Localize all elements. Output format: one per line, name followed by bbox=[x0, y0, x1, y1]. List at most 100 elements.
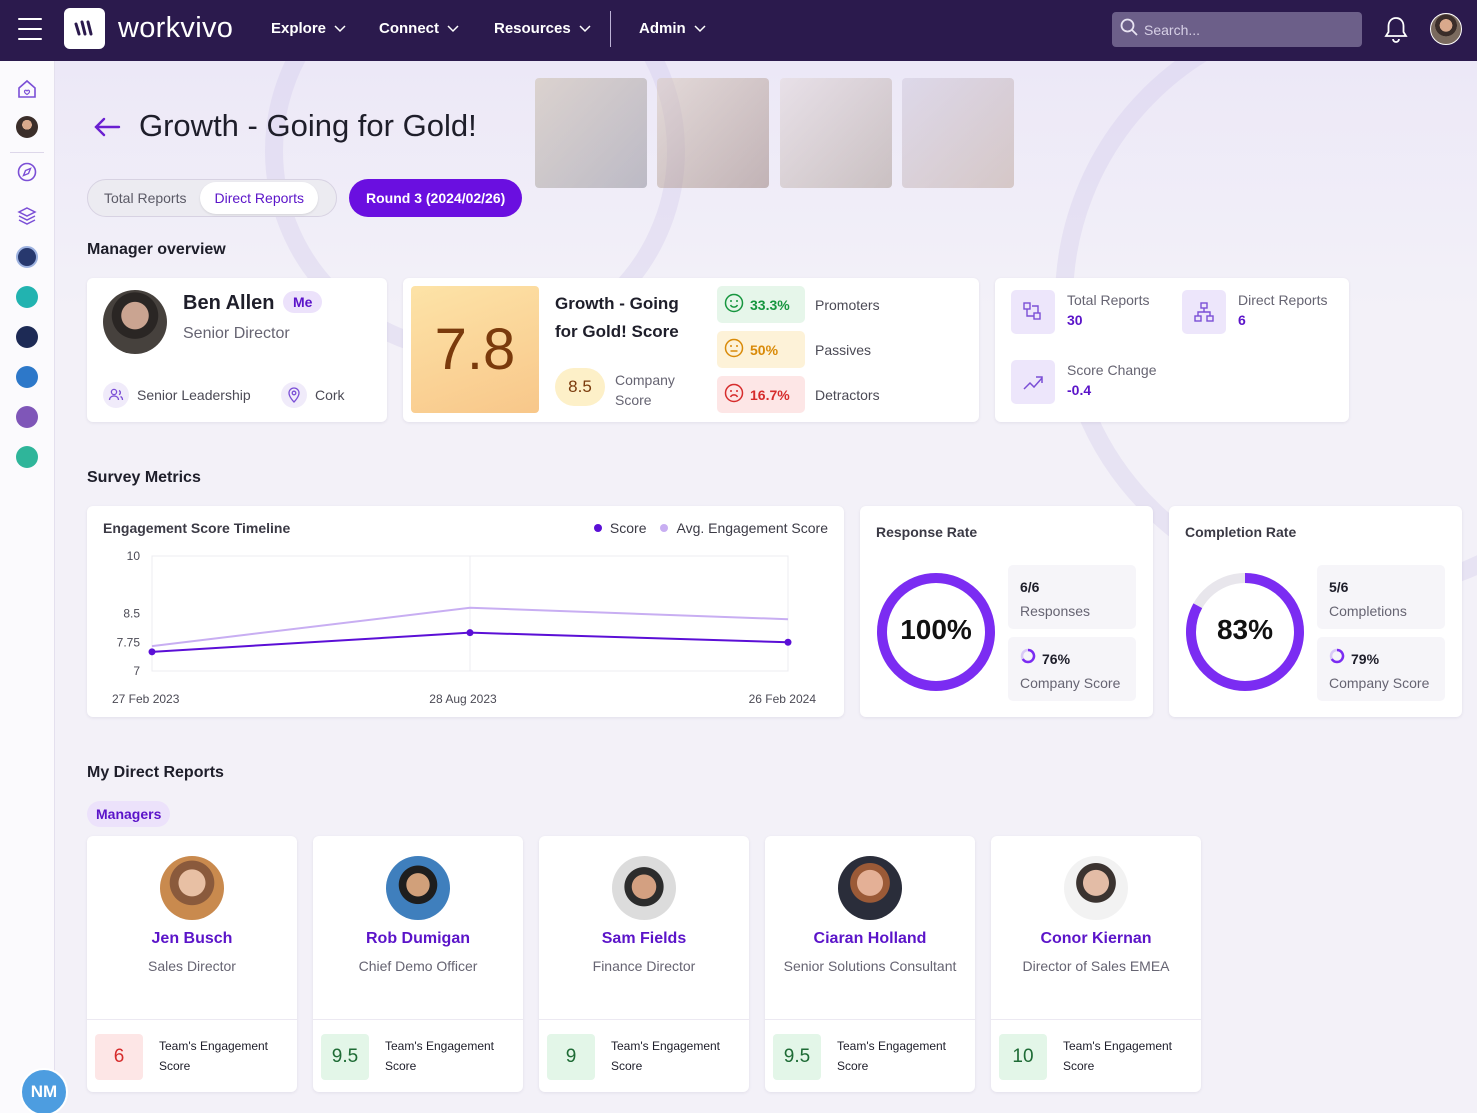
header-photo bbox=[535, 78, 647, 188]
menu-icon[interactable] bbox=[18, 18, 42, 40]
legend-avg-score[interactable]: Avg. Engagement Score bbox=[660, 520, 828, 536]
sad-face-icon bbox=[724, 383, 744, 406]
score-point bbox=[466, 629, 474, 637]
report-name[interactable]: Conor Kiernan bbox=[1040, 930, 1152, 947]
space-icon[interactable] bbox=[15, 445, 39, 469]
compass-icon[interactable] bbox=[15, 160, 39, 184]
space-icon[interactable] bbox=[15, 325, 39, 349]
trend-up-icon bbox=[1011, 360, 1055, 404]
user-initials-avatar[interactable]: NM bbox=[20, 1068, 68, 1113]
nav-connect[interactable]: Connect bbox=[379, 20, 459, 37]
header-photo bbox=[657, 78, 769, 188]
stat-label: Total Reports bbox=[1067, 292, 1150, 308]
team-score-label: Team's Engagement Score bbox=[159, 1039, 269, 1073]
report-card[interactable]: Sam Fields Finance Director 9 Team's Eng… bbox=[539, 836, 749, 1092]
avatar bbox=[160, 856, 224, 920]
tab-direct-reports[interactable]: Direct Reports bbox=[200, 182, 318, 214]
profile-avatar[interactable] bbox=[15, 115, 39, 139]
chevron-down-icon bbox=[334, 20, 346, 37]
header-photo bbox=[902, 78, 1014, 188]
company-score-label: Company Score bbox=[1329, 675, 1430, 691]
sidebar-divider bbox=[10, 152, 44, 153]
manager-title: Senior Director bbox=[183, 325, 290, 342]
team-score: 9.5 bbox=[321, 1034, 369, 1080]
x-tick-label: 26 Feb 2024 bbox=[749, 692, 817, 706]
tab-total-reports[interactable]: Total Reports bbox=[104, 190, 187, 206]
company-completion: 79% bbox=[1351, 651, 1380, 667]
x-tick-label: 27 Feb 2023 bbox=[112, 692, 180, 706]
space-icon[interactable] bbox=[15, 285, 39, 309]
space-icon[interactable] bbox=[15, 365, 39, 389]
bell-icon[interactable] bbox=[1383, 15, 1409, 48]
me-badge: Me bbox=[283, 291, 323, 313]
passives-row: 50% Passives bbox=[717, 331, 871, 368]
legend-score[interactable]: Score bbox=[593, 520, 646, 536]
report-name[interactable]: Ciaran Holland bbox=[813, 930, 927, 947]
score-point bbox=[148, 648, 156, 656]
company-score-label: Company Score bbox=[615, 372, 675, 408]
stat-label: Score Change bbox=[1067, 362, 1157, 378]
round-selector-button[interactable]: Round 3 (2024/02/26) bbox=[349, 179, 523, 217]
brand-name[interactable]: workvivo bbox=[118, 12, 234, 44]
responses-label: Responses bbox=[1020, 603, 1091, 619]
users-icon bbox=[103, 382, 129, 408]
report-name[interactable]: Sam Fields bbox=[601, 930, 687, 947]
passives-pill: 50% bbox=[717, 331, 805, 368]
completion-percent: 83% bbox=[1216, 614, 1274, 645]
space-icon[interactable] bbox=[15, 245, 39, 269]
report-name[interactable]: Rob Dumigan bbox=[366, 930, 470, 947]
report-card[interactable]: Conor Kiernan Director of Sales EMEA 10 … bbox=[991, 836, 1201, 1092]
org-chart-icon bbox=[1011, 290, 1055, 334]
team-score-label: Team's Engagement Score bbox=[611, 1039, 721, 1073]
report-stats-card: Total Reports 30 Direct Reports 6 Score Ch… bbox=[995, 278, 1349, 422]
layers-icon[interactable] bbox=[15, 204, 39, 228]
team-score: 10 bbox=[999, 1034, 1047, 1080]
completion-rate-card: Completion Rate 83% 5/6 Completions 79% … bbox=[1169, 506, 1462, 717]
team-score: 6 bbox=[95, 1034, 143, 1080]
back-arrow-icon[interactable] bbox=[93, 113, 121, 143]
completion-company-box: 79% Company Score bbox=[1317, 637, 1445, 701]
home-icon[interactable] bbox=[15, 77, 39, 101]
search-input[interactable] bbox=[1144, 21, 1344, 38]
promoters-label: Promoters bbox=[815, 296, 880, 313]
report-footer: 6 Team's Engagement Score bbox=[87, 1019, 297, 1092]
report-role: Sales Director bbox=[148, 958, 236, 974]
nav-resources[interactable]: Resources bbox=[494, 20, 591, 37]
managers-filter-chip[interactable]: Managers bbox=[87, 801, 171, 827]
report-card[interactable]: Rob Dumigan Chief Demo Officer 9.5 Team'… bbox=[313, 836, 523, 1092]
completion-ring bbox=[1186, 573, 1304, 691]
score-card: 7.8 Growth - Going for Gold! Score 8.5 C… bbox=[403, 278, 979, 422]
report-footer: 9 Team's Engagement Score bbox=[539, 1019, 749, 1092]
chevron-down-icon bbox=[447, 20, 459, 37]
nav-explore[interactable]: Explore bbox=[271, 20, 346, 37]
workvivo-logo-icon[interactable] bbox=[64, 8, 105, 49]
y-tick-label: 7.75 bbox=[117, 635, 141, 649]
team-score: 9 bbox=[547, 1034, 595, 1080]
location-pin-icon bbox=[281, 382, 307, 408]
completions-label: Completions bbox=[1329, 603, 1407, 619]
report-footer: 9.5 Team's Engagement Score bbox=[765, 1019, 975, 1092]
ring-progress bbox=[877, 573, 995, 691]
chevron-down-icon bbox=[694, 20, 706, 37]
manager-card: Ben Allen Me Senior Director Senior Lead… bbox=[87, 278, 387, 422]
nav-divider bbox=[610, 11, 611, 47]
promoters-pill: 33.3% bbox=[717, 286, 805, 323]
nav-admin[interactable]: Admin bbox=[639, 20, 706, 37]
report-card[interactable]: Ciaran Holland Senior Solutions Consulta… bbox=[765, 836, 975, 1092]
x-tick-label: 28 Aug 2023 bbox=[429, 692, 497, 706]
report-card[interactable]: Jen Busch Sales Director 6 Team's Engage… bbox=[87, 836, 297, 1092]
report-scope-toggle: Total Reports Direct Reports bbox=[87, 179, 337, 217]
search-box[interactable] bbox=[1112, 12, 1362, 47]
responses-box: 6/6 Responses bbox=[1008, 565, 1136, 629]
space-icon[interactable] bbox=[15, 405, 39, 429]
avg-engagement-line bbox=[151, 606, 789, 648]
user-avatar[interactable] bbox=[1430, 13, 1462, 45]
report-footer: 10 Team's Engagement Score bbox=[991, 1019, 1201, 1092]
report-role: Chief Demo Officer bbox=[358, 958, 478, 974]
responses-count: 6/6 bbox=[1020, 579, 1040, 595]
stat-value: -0.4 bbox=[1067, 382, 1092, 398]
chart-title: Engagement Score Timeline bbox=[103, 520, 291, 536]
report-name[interactable]: Jen Busch bbox=[151, 930, 233, 947]
chevron-down-icon bbox=[579, 20, 591, 37]
y-tick-label: 8.5 bbox=[123, 607, 140, 621]
